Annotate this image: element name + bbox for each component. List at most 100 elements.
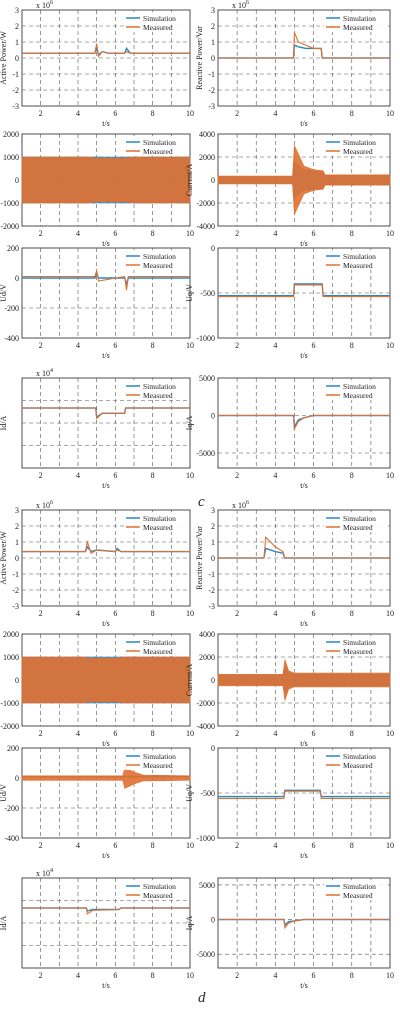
y-tick-label: 2 <box>15 522 19 531</box>
axis-exponent: x 106 <box>232 500 249 510</box>
x-tick-label: 8 <box>151 971 155 980</box>
x-tick-label: 10 <box>386 841 394 850</box>
series-band-measured <box>21 156 191 204</box>
y-tick-label: -4000 <box>196 722 215 731</box>
series-line-measured <box>22 539 190 555</box>
legend-label-simulation: Simulation <box>343 752 376 761</box>
y-axis-label: Active Power/W <box>0 531 8 585</box>
x-axis-label: t/s <box>102 351 110 360</box>
legend-label-simulation: Simulation <box>343 138 376 147</box>
chart-d-5: 2 4 6 8 10 -400 -200 0 200 t/s Ud/V SimulationMeasu… <box>0 744 194 860</box>
x-tick-label: 4 <box>273 729 277 738</box>
axis-exponent: x 104 <box>36 868 53 878</box>
x-tick-label: 4 <box>273 971 277 980</box>
x-tick-label: 10 <box>186 229 194 238</box>
y-tick-label: 0 <box>211 176 215 185</box>
y-tick-label: 0 <box>15 676 19 685</box>
legend-label-simulation: Simulation <box>143 252 176 261</box>
x-tick-label: 8 <box>350 729 354 738</box>
y-tick-label: 2 <box>211 522 215 531</box>
x-tick-label: 4 <box>76 471 80 480</box>
chart-c-2: 2 4 6 8 10 -3 -2 -1 0 1 2 3 t/s Reactive Power/Var x 1… <box>195 0 394 128</box>
legend-label-measured: Measured <box>143 523 173 532</box>
x-tick-label: 4 <box>76 341 80 350</box>
legend-label-measured: Measured <box>143 147 173 156</box>
x-tick-label: 8 <box>151 729 155 738</box>
y-axis-label: Uq/V <box>185 784 194 802</box>
series-line-measured <box>218 414 390 431</box>
x-tick-label: 4 <box>76 841 80 850</box>
legend-label-measured: Measured <box>143 761 173 770</box>
x-tick-label: 2 <box>39 109 43 118</box>
y-tick-label: -2 <box>12 86 19 95</box>
series-line-measured <box>22 907 190 915</box>
y-tick-label: -1 <box>208 570 215 579</box>
series-line-simulation <box>218 283 390 297</box>
y-tick-label: -3 <box>12 602 19 611</box>
legend-label-simulation: Simulation <box>143 514 176 523</box>
x-tick-label: 10 <box>386 341 394 350</box>
chart-c-3: 246810-2000-1000010002000t/sVoltage/VSim… <box>0 130 194 248</box>
series-line-measured <box>218 535 390 559</box>
x-tick-label: 4 <box>76 609 80 618</box>
legend-label-simulation: Simulation <box>143 138 176 147</box>
x-tick-label: 2 <box>39 341 43 350</box>
y-tick-label: -200 <box>4 804 19 813</box>
y-tick-label: 2 <box>211 22 215 31</box>
x-tick-label: 4 <box>273 109 277 118</box>
x-axis-label: t/s <box>300 119 308 128</box>
y-tick-label: 1000 <box>3 653 19 662</box>
y-tick-label: 0 <box>15 54 19 63</box>
y-tick-label: 1000 <box>3 153 19 162</box>
legend-label-simulation: Simulation <box>343 514 376 523</box>
axis-exponent: x 106 <box>36 500 53 510</box>
legend-label-measured: Measured <box>343 391 373 400</box>
x-tick-label: 6 <box>312 841 316 850</box>
y-tick-label: 1 <box>211 38 215 47</box>
x-tick-label: 4 <box>76 109 80 118</box>
legend-label-measured: Measured <box>143 23 173 32</box>
y-tick-label: 4000 <box>199 130 215 139</box>
y-tick-label: 0 <box>211 412 215 421</box>
x-tick-label: 6 <box>312 229 316 238</box>
y-tick-label: -2 <box>208 86 215 95</box>
legend-label-simulation: Simulation <box>343 14 376 23</box>
x-tick-label: 8 <box>151 109 155 118</box>
x-tick-label: 6 <box>113 609 117 618</box>
series-band-measured <box>21 656 191 704</box>
chart-d-1: 2 4 6 8 10 -3 -2 -1 0 1 2 3 t/s Active Power/W x 106 Si… <box>0 500 194 628</box>
y-tick-label: -400 <box>4 834 19 843</box>
axis-exponent: x 106 <box>36 0 53 10</box>
y-tick-label: 0 <box>211 54 215 63</box>
x-tick-label: 4 <box>273 609 277 618</box>
series-line-measured <box>22 43 190 58</box>
x-tick-label: 2 <box>39 729 43 738</box>
legend-label-measured: Measured <box>343 523 373 532</box>
chart-d-2: 2 4 6 8 10 -3 -2 -1 0 1 2 3 t/s Reactive Power/Var x 1… <box>195 500 394 628</box>
legend-label-measured: Measured <box>343 647 373 656</box>
x-axis-label: t/s <box>102 739 110 748</box>
chart-d-6: 2 4 6 8 10-1000-5000t/sUq/VSimulationMeasure… <box>185 744 394 860</box>
chart-c-8: 2 4 6 8 10 -5000 0 5000 t/s Iq/A SimulationMeasure… <box>185 374 394 490</box>
legend-label-measured: Measured <box>143 391 173 400</box>
y-tick-label: -1 <box>12 570 19 579</box>
y-tick-label: 0 <box>211 554 215 563</box>
x-tick-label: 8 <box>350 841 354 850</box>
y-tick-label: 2000 <box>199 153 215 162</box>
x-tick-label: 10 <box>186 471 194 480</box>
x-tick-label: 2 <box>39 971 43 980</box>
x-tick-label: 2 <box>39 471 43 480</box>
y-tick-label: -5000 <box>196 950 215 959</box>
x-tick-label: 4 <box>273 471 277 480</box>
y-tick-label: 3 <box>211 6 215 15</box>
y-tick-label: 3 <box>15 506 19 515</box>
y-tick-label: 0 <box>211 916 215 925</box>
x-tick-label: 8 <box>350 609 354 618</box>
y-tick-label: -2000 <box>196 699 215 708</box>
x-tick-label: 8 <box>151 341 155 350</box>
legend-label-measured: Measured <box>343 761 373 770</box>
y-axis-label: Active Power/W <box>0 31 8 85</box>
chart-c-6: 2 4 6 8 10-1000-5000t/sUq/VSimulationMeasure… <box>185 244 394 360</box>
